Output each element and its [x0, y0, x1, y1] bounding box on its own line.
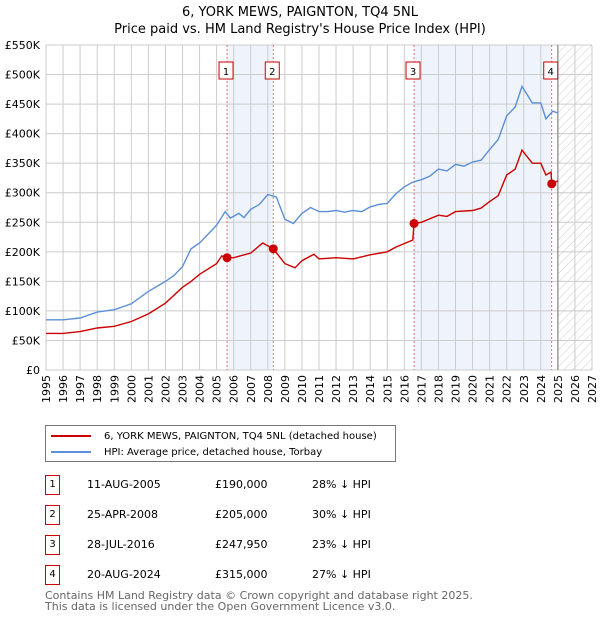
sale-label: 1 [223, 67, 229, 78]
series-line [46, 84, 559, 321]
series-line [46, 148, 559, 335]
legend-label: HPI: Average price, detached house, Torb… [104, 446, 323, 458]
sale-label-box [405, 61, 421, 80]
x-tick-label: 2012 [330, 375, 343, 403]
x-tick-label: 2008 [262, 375, 275, 403]
sale-label: 4 [548, 67, 554, 78]
y-tick-label: £250K [5, 216, 41, 229]
legend-swatch-red [51, 435, 91, 437]
x-tick-label: 2019 [450, 375, 463, 403]
sale-number-badge: 4 [45, 565, 60, 585]
x-tick-label: 2000 [125, 375, 138, 403]
x-tick-label: 2013 [347, 375, 360, 403]
chart-title: 6, YORK MEWS, PAIGNTON, TQ4 5NL Price pa… [0, 4, 600, 38]
sale-point [547, 179, 557, 189]
footer-line: Contains HM Land Registry data © Crown c… [45, 589, 473, 602]
x-tick-label: 2001 [142, 375, 155, 403]
sale-hpi-diff: 23% ↓ HPI [312, 538, 371, 551]
x-tick-label: 2017 [415, 375, 428, 403]
y-tick-label: £350K [5, 157, 41, 170]
x-tick-label: 1998 [91, 375, 104, 403]
legend: 6, YORK MEWS, PAIGNTON, TQ4 5NL (detache… [45, 425, 396, 462]
y-tick-label: £150K [5, 275, 41, 288]
x-tick-label: 2007 [245, 375, 258, 403]
shaded-period [227, 45, 274, 370]
x-tick-label: 2027 [586, 375, 599, 403]
x-tick-label: 2026 [569, 375, 582, 403]
y-tick-label: £400K [5, 128, 41, 141]
legend-item-hpi: HPI: Average price, detached house, Torb… [51, 444, 322, 460]
x-tick-label: 2020 [467, 375, 480, 403]
x-tick-label: 2014 [364, 375, 377, 403]
sale-price: £315,000 [215, 568, 268, 581]
footer-line: This data is licensed under the Open Gov… [45, 600, 396, 613]
x-tick-label: 2024 [535, 375, 548, 403]
sale-hpi-diff: 30% ↓ HPI [312, 508, 371, 521]
x-tick-label: 2002 [159, 375, 172, 403]
legend-label: 6, YORK MEWS, PAIGNTON, TQ4 5NL (detache… [104, 430, 377, 442]
legend-swatch-blue [51, 451, 91, 453]
sale-label: 2 [269, 67, 275, 78]
sale-row: 2 25-APR-2008 £205,000 30% ↓ HPI [45, 505, 465, 525]
sale-date: 28-JUL-2016 [87, 538, 155, 551]
sale-number-badge: 1 [45, 475, 60, 495]
sale-number-badge: 2 [45, 505, 60, 525]
sale-point [222, 253, 232, 263]
x-tick-label: 1996 [57, 375, 70, 403]
y-tick-label: £0 [26, 364, 40, 377]
sale-date: 25-APR-2008 [87, 508, 159, 521]
subtitle-line: Price paid vs. HM Land Registry's House … [114, 22, 486, 37]
y-tick-label: £200K [5, 246, 41, 259]
title-line: 6, YORK MEWS, PAIGNTON, TQ4 5NL [182, 5, 418, 20]
sale-label-box [264, 61, 280, 80]
sale-point [409, 218, 419, 228]
legend-item-property: 6, YORK MEWS, PAIGNTON, TQ4 5NL (detache… [51, 428, 377, 444]
x-tick-label: 2003 [177, 375, 190, 403]
y-tick-label: £450K [5, 98, 41, 111]
x-tick-label: 2005 [211, 375, 224, 403]
price-chart: 1995 1996 1997 1998 1999 2000 2001 2002 2003 2004… [5, 39, 599, 403]
sale-hpi-diff: 28% ↓ HPI [312, 478, 371, 491]
sale-row: 1 11-AUG-2005 £190,000 28% ↓ HPI [45, 475, 465, 495]
x-tick-label: 1995 [40, 375, 53, 403]
x-tick-label: 2015 [381, 375, 394, 403]
sale-price: £205,000 [215, 508, 268, 521]
x-tick-label: 2018 [432, 375, 445, 403]
x-tick-label: 2016 [398, 375, 411, 403]
x-tick-label: 2022 [501, 375, 514, 403]
sale-hpi-diff: 27% ↓ HPI [312, 568, 371, 581]
sale-label-box [543, 61, 559, 80]
y-tick-label: £500K [5, 69, 41, 82]
sale-date: 11-AUG-2005 [87, 478, 161, 491]
x-tick-label: 1999 [108, 375, 121, 403]
sale-price: £190,000 [215, 478, 268, 491]
sale-label: 3 [410, 67, 416, 78]
y-tick-label: £300K [5, 187, 41, 200]
y-tick-label: £100K [5, 305, 41, 318]
x-tick-label: 2021 [484, 375, 497, 403]
x-tick-label: 2025 [552, 375, 565, 403]
y-tick-label: £50K [12, 334, 41, 347]
x-tick-label: 2006 [228, 375, 241, 403]
x-tick-label: 2010 [296, 375, 309, 403]
sale-row: 3 28-JUL-2016 £247,950 23% ↓ HPI [45, 535, 465, 555]
y-tick-label: £550K [5, 39, 41, 52]
sale-date: 20-AUG-2024 [87, 568, 161, 581]
sale-price: £247,950 [215, 538, 268, 551]
x-tick-label: 2004 [194, 375, 207, 403]
sale-label-box [218, 61, 234, 80]
sale-number-badge: 3 [45, 535, 60, 555]
footer: Contains HM Land Registry data © Crown c… [45, 590, 473, 612]
x-tick-label: 2011 [313, 375, 326, 403]
x-tick-label: 2009 [279, 375, 292, 403]
sale-point [268, 244, 278, 254]
x-tick-label: 1997 [74, 375, 87, 403]
x-tick-label: 2023 [518, 375, 531, 403]
sale-row: 4 20-AUG-2024 £315,000 27% ↓ HPI [45, 565, 465, 585]
